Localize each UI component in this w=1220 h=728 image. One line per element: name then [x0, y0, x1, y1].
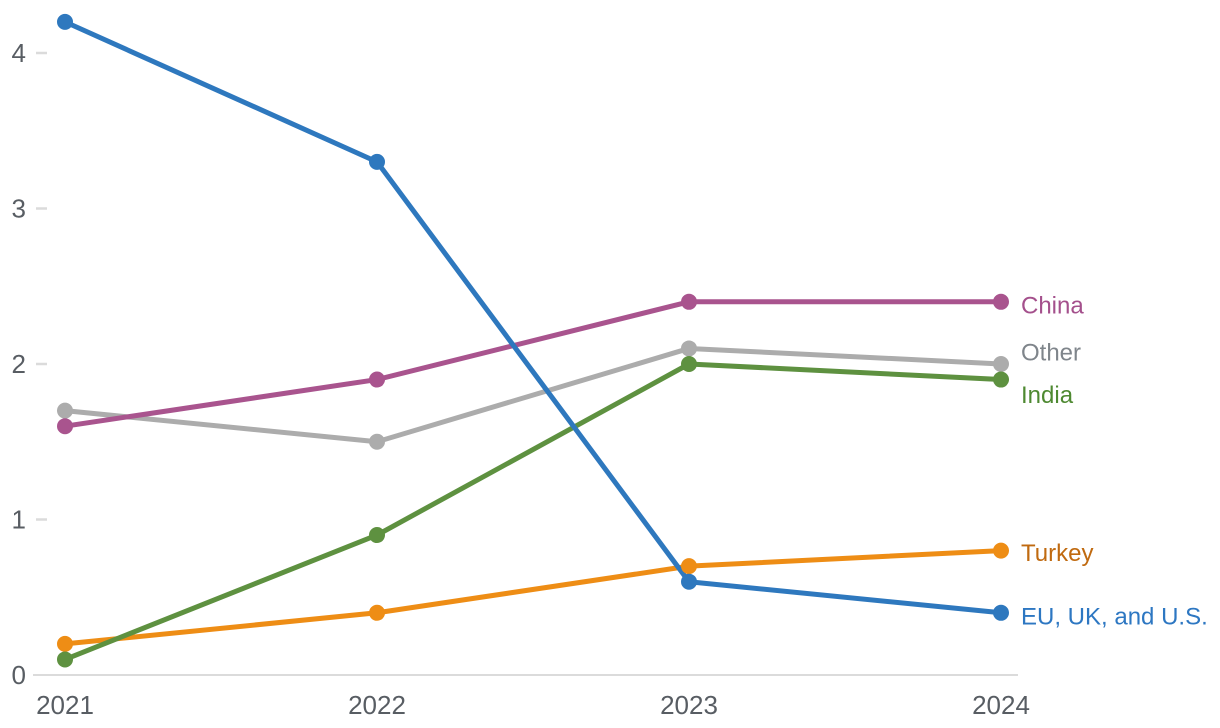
- series-label: Turkey: [1021, 540, 1093, 567]
- series-point: [681, 293, 697, 310]
- series-point: [57, 418, 73, 435]
- y-axis-tick-label: 0: [12, 660, 26, 690]
- series-point: [993, 542, 1009, 559]
- series-point: [993, 356, 1009, 372]
- y-axis-tick-label: 3: [12, 194, 26, 224]
- series-label: EU, UK, and U.S.: [1021, 603, 1208, 630]
- y-axis-tick-label: 4: [12, 38, 26, 68]
- series-line: [62, 548, 1004, 647]
- series-label: China: [1021, 292, 1084, 319]
- series-point: [57, 651, 73, 668]
- x-axis-tick-label: 2024: [972, 690, 1030, 720]
- series-point: [681, 340, 697, 357]
- series-point: [681, 558, 697, 575]
- series-point: [57, 13, 73, 30]
- series-line: [62, 345, 1004, 445]
- series-point: [993, 293, 1009, 310]
- y-axis-tick-label: 2: [12, 349, 26, 379]
- series-point: [369, 604, 385, 621]
- series-label: India: [1021, 382, 1074, 409]
- series-point: [681, 573, 697, 590]
- series-point: [993, 604, 1009, 621]
- y-axis-tick-label: 1: [12, 505, 26, 535]
- series-point: [369, 371, 385, 388]
- x-axis-tick-label: 2023: [660, 690, 718, 720]
- series-line: [62, 299, 1004, 429]
- x-axis-tick-label: 2022: [348, 690, 406, 720]
- series-line: [62, 19, 1004, 616]
- series-point: [369, 433, 385, 450]
- series-label: Other: [1021, 340, 1081, 367]
- series-point: [57, 402, 73, 419]
- series-point: [57, 635, 73, 652]
- series-point: [369, 527, 385, 544]
- series-point: [993, 371, 1009, 388]
- x-axis-tick-label: 2021: [36, 690, 94, 720]
- series-line: [62, 361, 1004, 662]
- series-point: [369, 153, 385, 170]
- series-point: [681, 356, 697, 372]
